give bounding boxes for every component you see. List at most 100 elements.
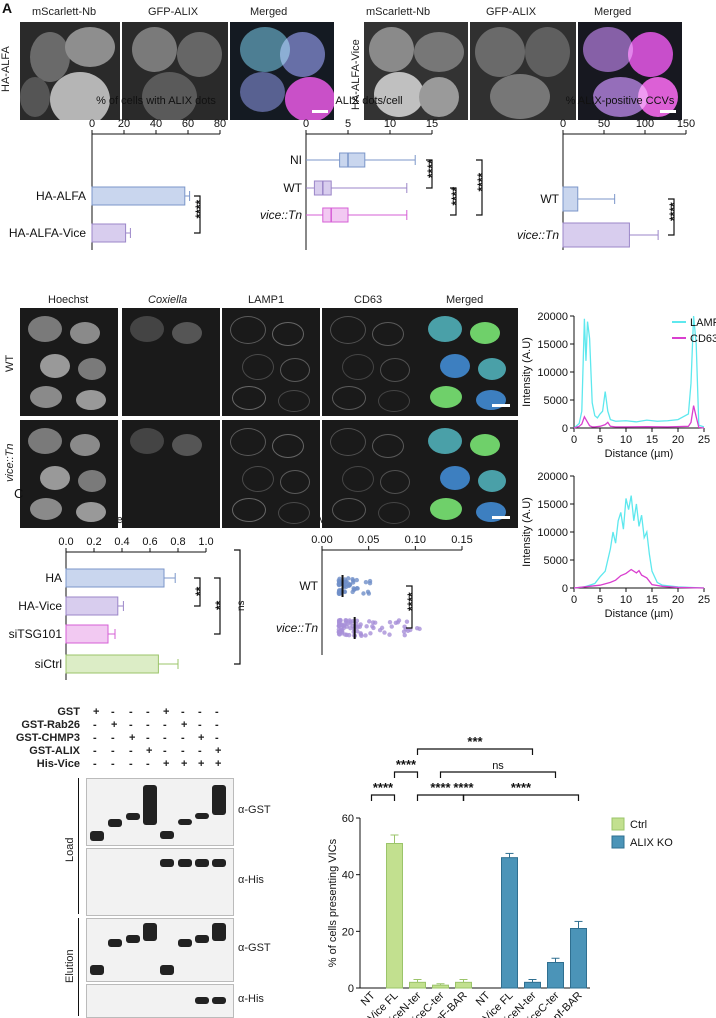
- blot-band: [195, 813, 209, 819]
- category-label: siCtrl: [35, 657, 62, 671]
- profile-ytick-label: 20000: [537, 311, 568, 323]
- data-point: [368, 631, 373, 636]
- bar: [562, 222, 630, 248]
- panel-letter-c: C: [14, 486, 24, 501]
- sig-bracket: [476, 159, 483, 216]
- blot-band: [90, 831, 104, 841]
- bar: [524, 981, 541, 989]
- category-label: NI: [290, 153, 302, 167]
- antibody-label: α-His: [238, 874, 264, 886]
- pulldown-mark: -: [93, 719, 97, 731]
- sig-bracket-hidden-label: ****: [453, 780, 474, 795]
- sig-bracket-label: ****: [396, 757, 417, 772]
- blot-band: [212, 923, 226, 941]
- micrograph-gfp-alix-vice: [470, 22, 576, 120]
- blot-band: [90, 965, 104, 975]
- col-label: Merged: [446, 294, 484, 306]
- col-label: Merged: [250, 6, 288, 18]
- sig-bracket-label: ****: [449, 186, 463, 205]
- pulldown-mark: -: [93, 732, 97, 744]
- pulldown-mark: -: [146, 719, 150, 731]
- alix-dots-tick-label: 40: [150, 118, 162, 130]
- antibody-label: α-His: [238, 993, 264, 1005]
- profile-xtick-label: 20: [672, 434, 684, 446]
- micrograph-tile: [222, 308, 320, 416]
- category-label: HA-ALFA-Vice: [9, 226, 86, 240]
- profile-line-cd63: [573, 568, 705, 589]
- bar: [455, 981, 472, 989]
- sig-bracket: [234, 549, 241, 665]
- profile-xtick-label: 0: [571, 434, 577, 446]
- sig-bracket: [416, 748, 534, 755]
- pulldown-mark: +: [181, 758, 188, 770]
- bar: [65, 568, 165, 588]
- category-label: HA-ALFA: [36, 189, 86, 203]
- profile-xtick-label: 15: [646, 594, 658, 606]
- antibody-label: α-GST: [238, 942, 271, 954]
- data-point: [337, 629, 343, 634]
- data-point: [402, 632, 407, 638]
- sig-bracket-label: ****: [475, 172, 489, 191]
- pulldown-mark: -: [146, 706, 150, 718]
- rhod-tick-label: 0.05: [358, 534, 379, 546]
- data-point: [343, 620, 349, 625]
- profile-line-cd63: [573, 405, 705, 429]
- blot-band: [212, 785, 226, 815]
- sig-bracket: [450, 187, 457, 216]
- alix-box-tick-label: 15: [426, 118, 438, 130]
- blot-band: [126, 813, 140, 820]
- vic-ytick-label: 60: [342, 813, 354, 825]
- sig-bracket: [370, 794, 396, 801]
- category-label: WT: [299, 579, 318, 593]
- bar: [65, 654, 159, 674]
- micrograph-merged: [230, 22, 334, 120]
- bar: [501, 857, 518, 989]
- profile-ylabel: Intensity (A.U): [521, 497, 533, 567]
- profile-ytick-label: 15000: [537, 339, 568, 351]
- pulldown-mark: +: [215, 758, 222, 770]
- pulldown-mark: -: [181, 732, 185, 744]
- pulldown-row-label: GST: [57, 706, 80, 718]
- ccv-tick-label: 100: [636, 118, 654, 130]
- ccv-tick-label: 50: [598, 118, 610, 130]
- profile-xtick-label: 20: [672, 594, 684, 606]
- ccv-tick-label: 150: [677, 118, 695, 130]
- data-point: [415, 626, 420, 631]
- micrograph-tile: [322, 420, 420, 528]
- pulldown-mark: -: [111, 706, 115, 718]
- data-point: [408, 627, 413, 633]
- blot-group-bracket: [78, 918, 82, 1016]
- pulldown-mark: -: [163, 745, 167, 757]
- gag-tick-label: 0.6: [142, 536, 157, 548]
- data-point: [336, 578, 342, 583]
- profile-ytick-label: 15000: [537, 499, 568, 511]
- data-point: [379, 625, 385, 631]
- row-label-vice: vice::Tn: [4, 443, 16, 482]
- gag-tick-label: 0.0: [58, 536, 73, 548]
- profile-xlabel: Distance (µm): [605, 448, 674, 460]
- sig-bracket-label: ns: [492, 760, 504, 772]
- pulldown-mark: -: [111, 758, 115, 770]
- data-point: [363, 633, 368, 638]
- sig-bracket-label: ****: [193, 199, 207, 218]
- profile-line-lamp1: [573, 495, 705, 589]
- data-point: [347, 583, 352, 588]
- blot-band: [143, 785, 157, 825]
- micrograph-tile: [122, 420, 220, 528]
- col-label: Coxiella: [148, 294, 188, 306]
- ccv-tick-label: 0: [560, 118, 566, 130]
- chart-title: ALIX dots/cell: [335, 95, 402, 107]
- pulldown-mark: -: [93, 745, 97, 757]
- data-point: [346, 576, 351, 581]
- micrograph-tile: [20, 420, 118, 528]
- legend-swatch-ctrl: [611, 817, 625, 831]
- blot-band: [212, 859, 226, 867]
- col-label: GFP-ALIX: [486, 6, 537, 18]
- pulldown-mark: -: [215, 719, 219, 731]
- pulldown-mark: -: [198, 706, 202, 718]
- legend-label: CD63: [690, 333, 716, 345]
- profile-xtick-label: 0: [571, 594, 577, 606]
- data-point: [336, 591, 342, 597]
- blot-group-bracket: [78, 778, 82, 914]
